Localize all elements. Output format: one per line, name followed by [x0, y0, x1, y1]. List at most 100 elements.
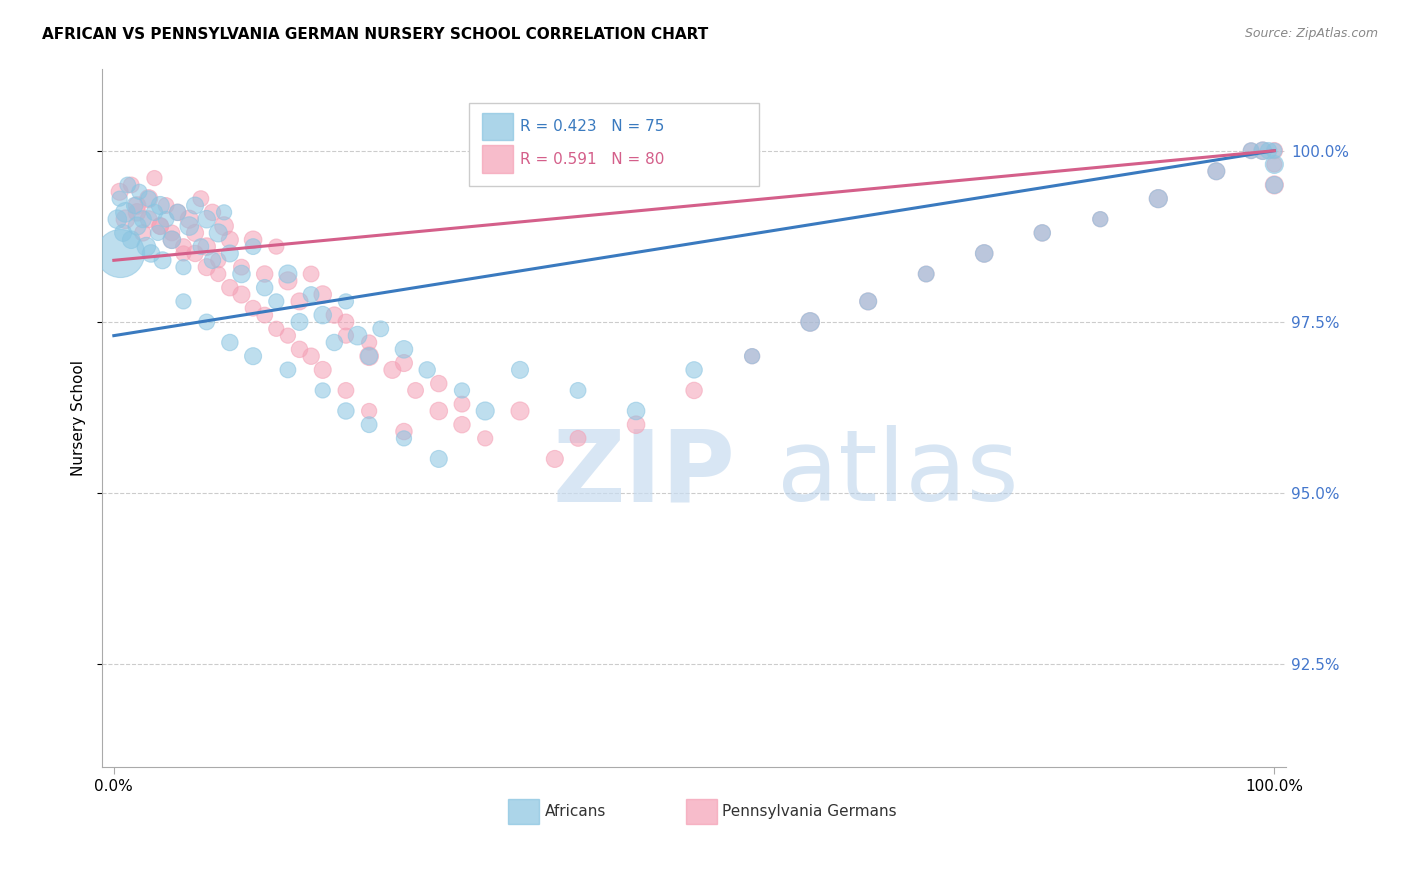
- Point: [312, 363, 335, 377]
- Point: [114, 212, 136, 227]
- Point: [218, 233, 240, 247]
- Point: [212, 219, 235, 233]
- Point: [856, 294, 879, 309]
- Point: [346, 328, 368, 343]
- Point: [1257, 144, 1279, 158]
- Point: [166, 205, 188, 219]
- Point: [160, 226, 183, 240]
- Point: [624, 404, 647, 418]
- Point: [451, 384, 474, 398]
- Point: [112, 226, 135, 240]
- Point: [172, 246, 194, 260]
- Point: [799, 315, 821, 329]
- Point: [125, 205, 148, 219]
- Point: [370, 322, 392, 336]
- Point: [335, 328, 357, 343]
- Point: [253, 308, 276, 322]
- Point: [1147, 192, 1170, 206]
- Text: Pennsylvania Germans: Pennsylvania Germans: [723, 805, 897, 820]
- Point: [741, 349, 763, 363]
- Point: [184, 226, 207, 240]
- Point: [266, 294, 288, 309]
- Point: [172, 260, 194, 274]
- Point: [117, 178, 139, 192]
- Point: [184, 198, 207, 212]
- Point: [1263, 144, 1285, 158]
- Point: [207, 253, 229, 268]
- FancyBboxPatch shape: [482, 112, 513, 140]
- Point: [149, 219, 172, 233]
- Text: atlas: atlas: [778, 425, 1018, 522]
- Point: [973, 246, 995, 260]
- Point: [184, 246, 207, 260]
- Point: [299, 287, 322, 301]
- Point: [683, 384, 706, 398]
- Text: Source: ZipAtlas.com: Source: ZipAtlas.com: [1244, 27, 1378, 40]
- Point: [139, 246, 162, 260]
- Point: [474, 404, 496, 418]
- Point: [392, 425, 415, 439]
- Point: [266, 322, 288, 336]
- Point: [120, 233, 142, 247]
- Point: [138, 192, 160, 206]
- Point: [212, 205, 235, 219]
- Point: [1205, 164, 1227, 178]
- Point: [138, 192, 160, 206]
- Point: [207, 226, 229, 240]
- Point: [172, 294, 194, 309]
- Point: [1263, 144, 1285, 158]
- Point: [567, 384, 589, 398]
- Point: [856, 294, 879, 309]
- Point: [195, 315, 218, 329]
- Point: [1263, 157, 1285, 171]
- Point: [359, 349, 381, 363]
- Point: [323, 335, 346, 350]
- Point: [128, 185, 150, 199]
- Point: [160, 233, 183, 247]
- Point: [381, 363, 404, 377]
- Point: [427, 404, 450, 418]
- FancyBboxPatch shape: [686, 799, 717, 824]
- Point: [242, 233, 264, 247]
- Point: [1205, 164, 1227, 178]
- Point: [474, 431, 496, 445]
- Point: [312, 308, 335, 322]
- Point: [1031, 226, 1053, 240]
- Point: [132, 212, 155, 227]
- Point: [218, 335, 240, 350]
- Point: [277, 363, 299, 377]
- Point: [143, 171, 166, 186]
- Point: [277, 267, 299, 281]
- Point: [335, 294, 357, 309]
- Point: [335, 404, 357, 418]
- Point: [509, 404, 531, 418]
- Point: [1251, 144, 1274, 158]
- Point: [266, 239, 288, 253]
- Point: [231, 287, 253, 301]
- Point: [195, 212, 218, 227]
- Point: [392, 356, 415, 370]
- Point: [1090, 212, 1112, 227]
- Point: [915, 267, 938, 281]
- Point: [277, 274, 299, 288]
- Point: [108, 192, 131, 206]
- Point: [190, 239, 212, 253]
- Point: [105, 212, 128, 227]
- Point: [451, 417, 474, 432]
- Point: [195, 260, 218, 274]
- Point: [451, 397, 474, 411]
- Point: [242, 239, 264, 253]
- Text: AFRICAN VS PENNSYLVANIA GERMAN NURSERY SCHOOL CORRELATION CHART: AFRICAN VS PENNSYLVANIA GERMAN NURSERY S…: [42, 27, 709, 42]
- Point: [149, 198, 172, 212]
- Point: [299, 267, 322, 281]
- Point: [277, 328, 299, 343]
- Point: [683, 363, 706, 377]
- Point: [242, 349, 264, 363]
- Point: [149, 219, 172, 233]
- Point: [416, 363, 439, 377]
- Point: [242, 301, 264, 316]
- Point: [143, 205, 166, 219]
- Point: [108, 185, 131, 199]
- Point: [1240, 144, 1263, 158]
- Point: [108, 246, 131, 260]
